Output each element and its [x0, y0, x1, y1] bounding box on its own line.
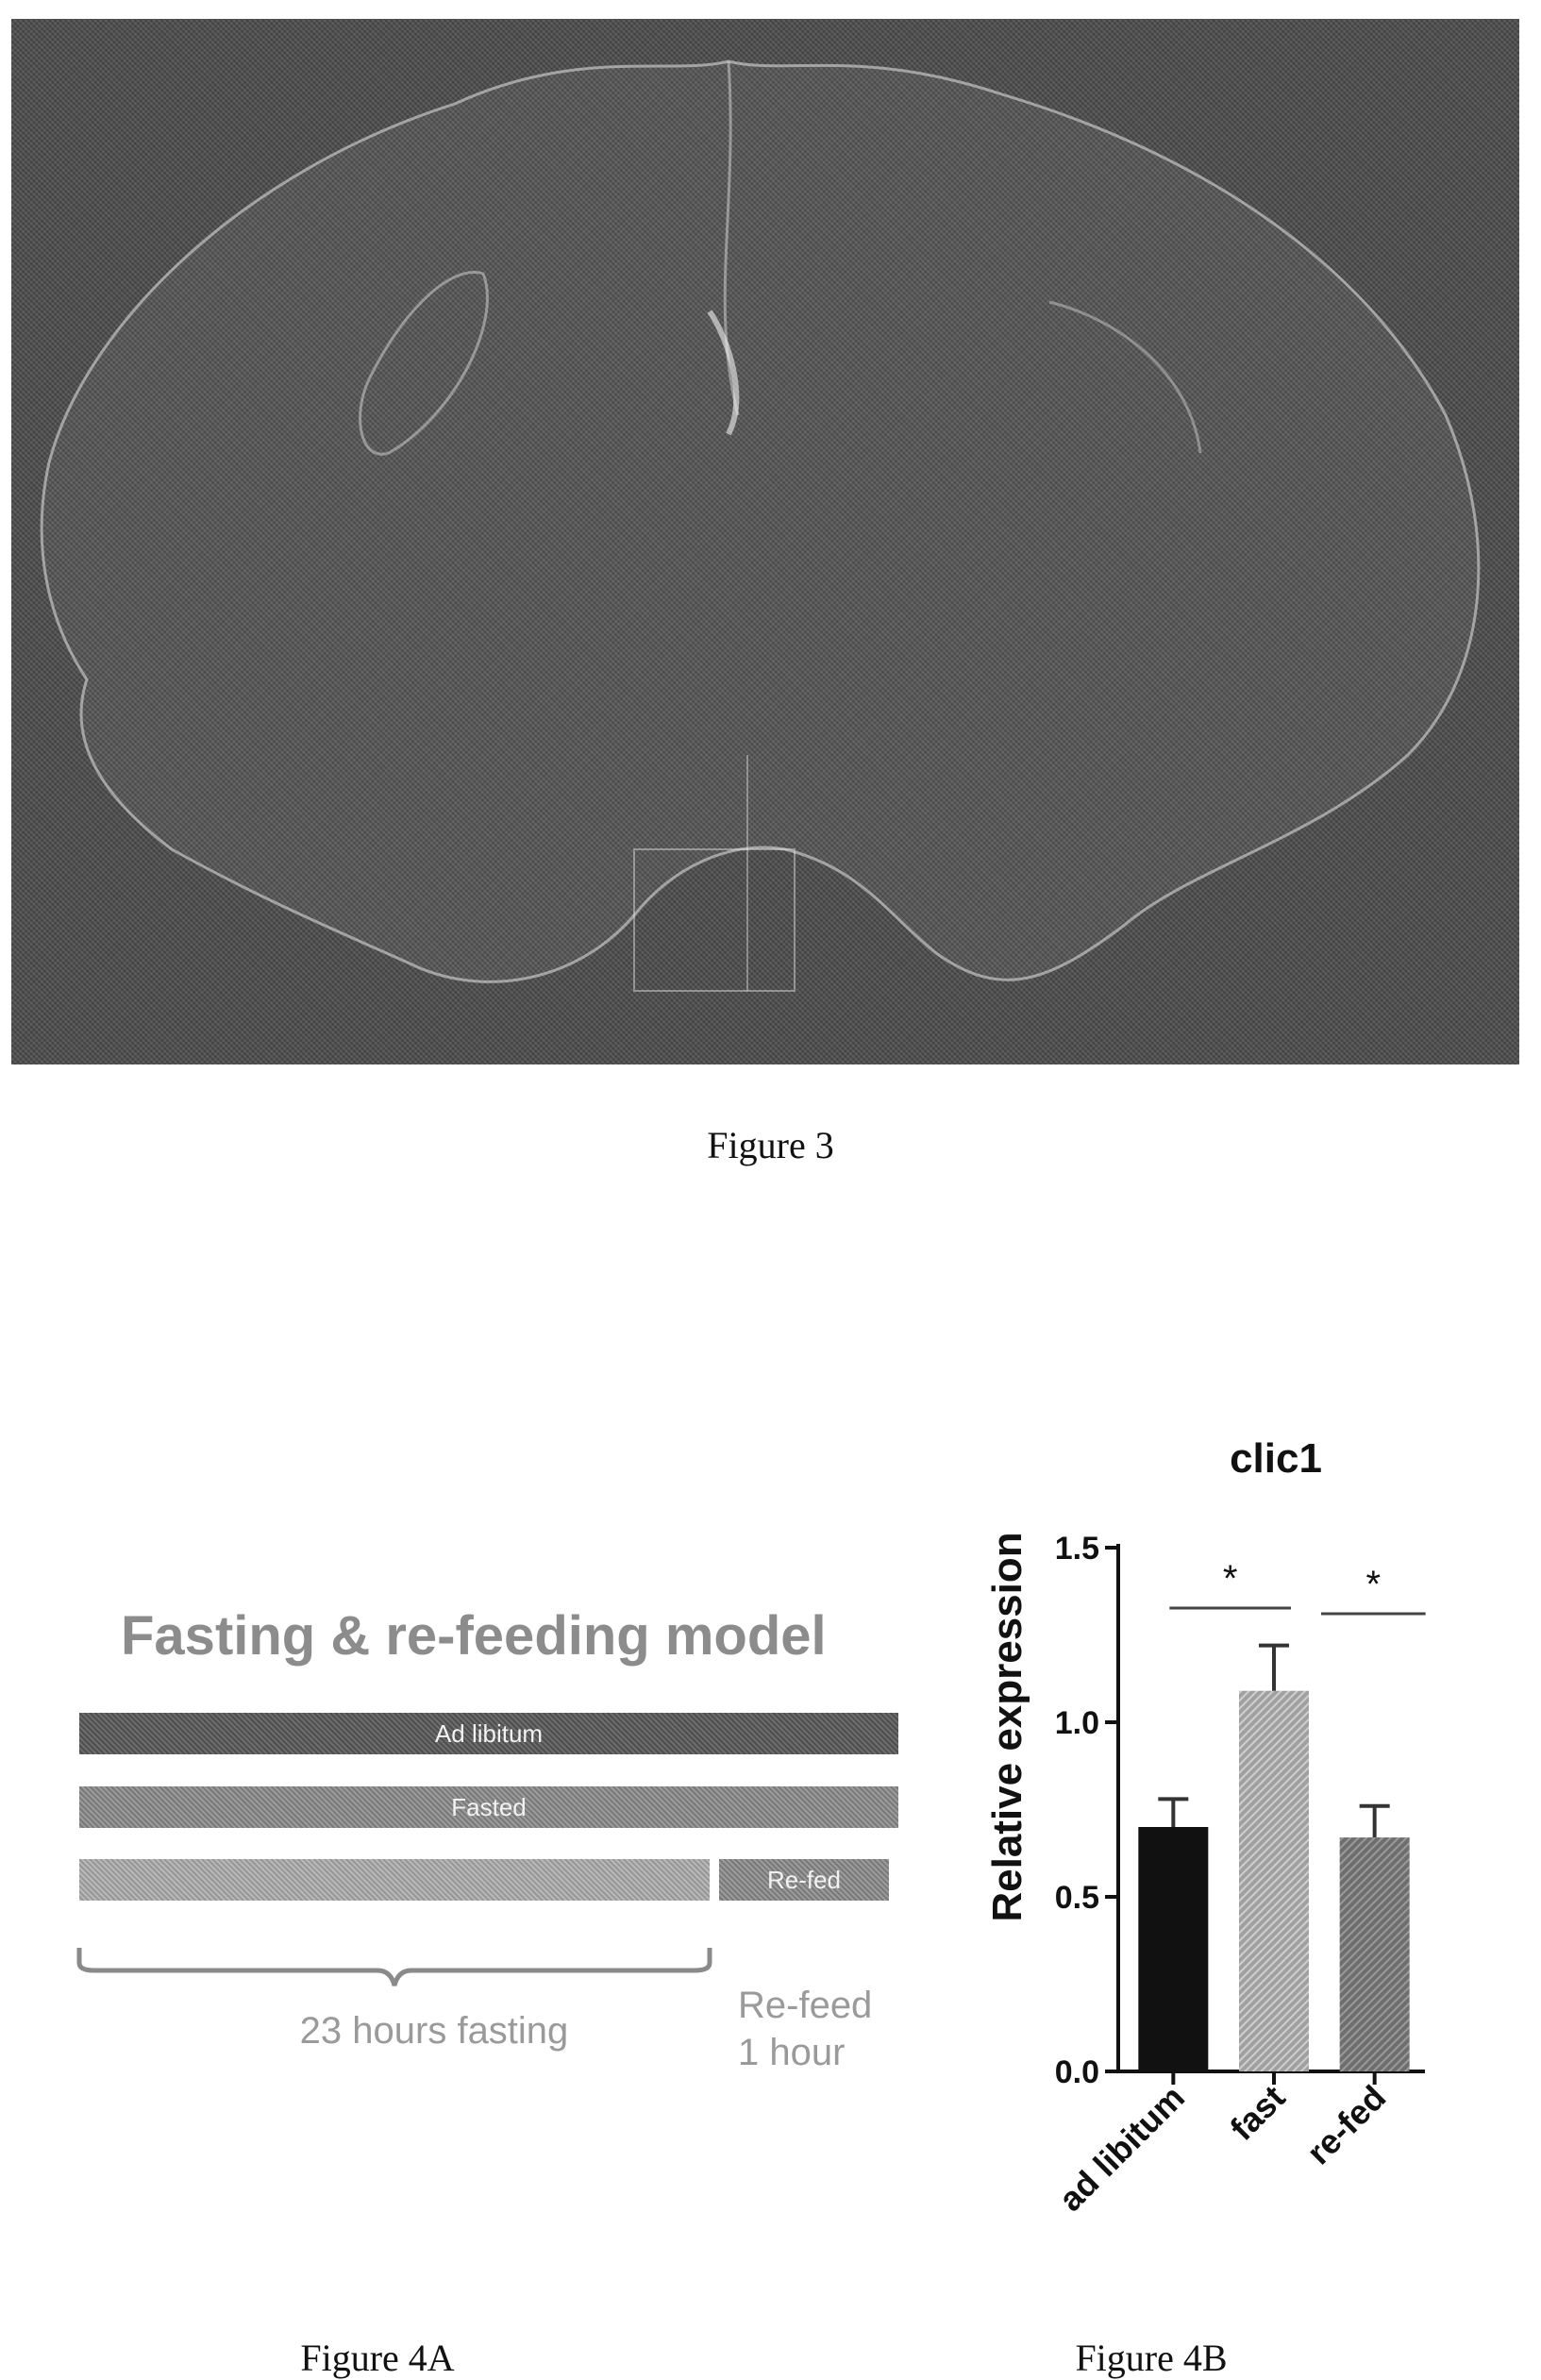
model-title: Fasting & re-feeding model — [121, 1605, 827, 1667]
brain-outline — [40, 59, 1481, 992]
bar-ad-libitum — [1138, 1827, 1209, 2071]
y-tick-label: 1.5 — [1055, 1531, 1099, 1567]
bar-re-fed — [1339, 1837, 1410, 2071]
x-tick-label: fast — [1222, 2078, 1292, 2148]
refed-label: Re-fed — [766, 1865, 842, 1894]
figure-3-caption: Figure 3 — [707, 1124, 834, 1166]
figure-4a-caption: Figure 4A — [300, 2337, 455, 2379]
fasted-label: Fasted — [451, 1792, 527, 1821]
brain-section-micrograph — [11, 19, 1519, 1064]
y-tick-label: 1.0 — [1055, 1705, 1099, 1741]
ad-libitum-bar: Ad libitum — [79, 1713, 898, 1754]
refeed-duration-label: Re-feed 1 hour — [738, 1982, 872, 2076]
refeed-line-1: Re-feed — [738, 1985, 873, 2026]
x-tick-label: ad libitum — [1051, 2078, 1192, 2219]
x-tick-label: re-fed — [1299, 2078, 1394, 2172]
fasted-bar: Fasted — [79, 1786, 898, 1828]
bar-fast — [1239, 1690, 1309, 2071]
refed-bar: Re-fed — [719, 1859, 889, 1901]
fasting-period-bar — [79, 1859, 710, 1901]
y-tick-label: 0.0 — [1055, 2054, 1099, 2090]
ad-libitum-label: Ad libitum — [434, 1718, 544, 1748]
significance-label: * — [1223, 1558, 1238, 1600]
refeed-line-2: 1 hour — [738, 2032, 846, 2073]
figure-4b-caption: Figure 4B — [1075, 2337, 1228, 2379]
chart-plot-area: 0.0 0.5 1.0 1.5 ad libitum fast re-fed * * — [1051, 1531, 1426, 2219]
y-tick-label: 0.5 — [1055, 1880, 1099, 1916]
fasting-period-brace — [76, 1948, 712, 1986]
fasting-duration-label: 23 hours fasting — [299, 2010, 569, 2052]
y-axis-label: Relative expression — [984, 1532, 1030, 1921]
significance-label: * — [1366, 1564, 1382, 1605]
chart-title: clic1 — [1230, 1435, 1322, 1482]
